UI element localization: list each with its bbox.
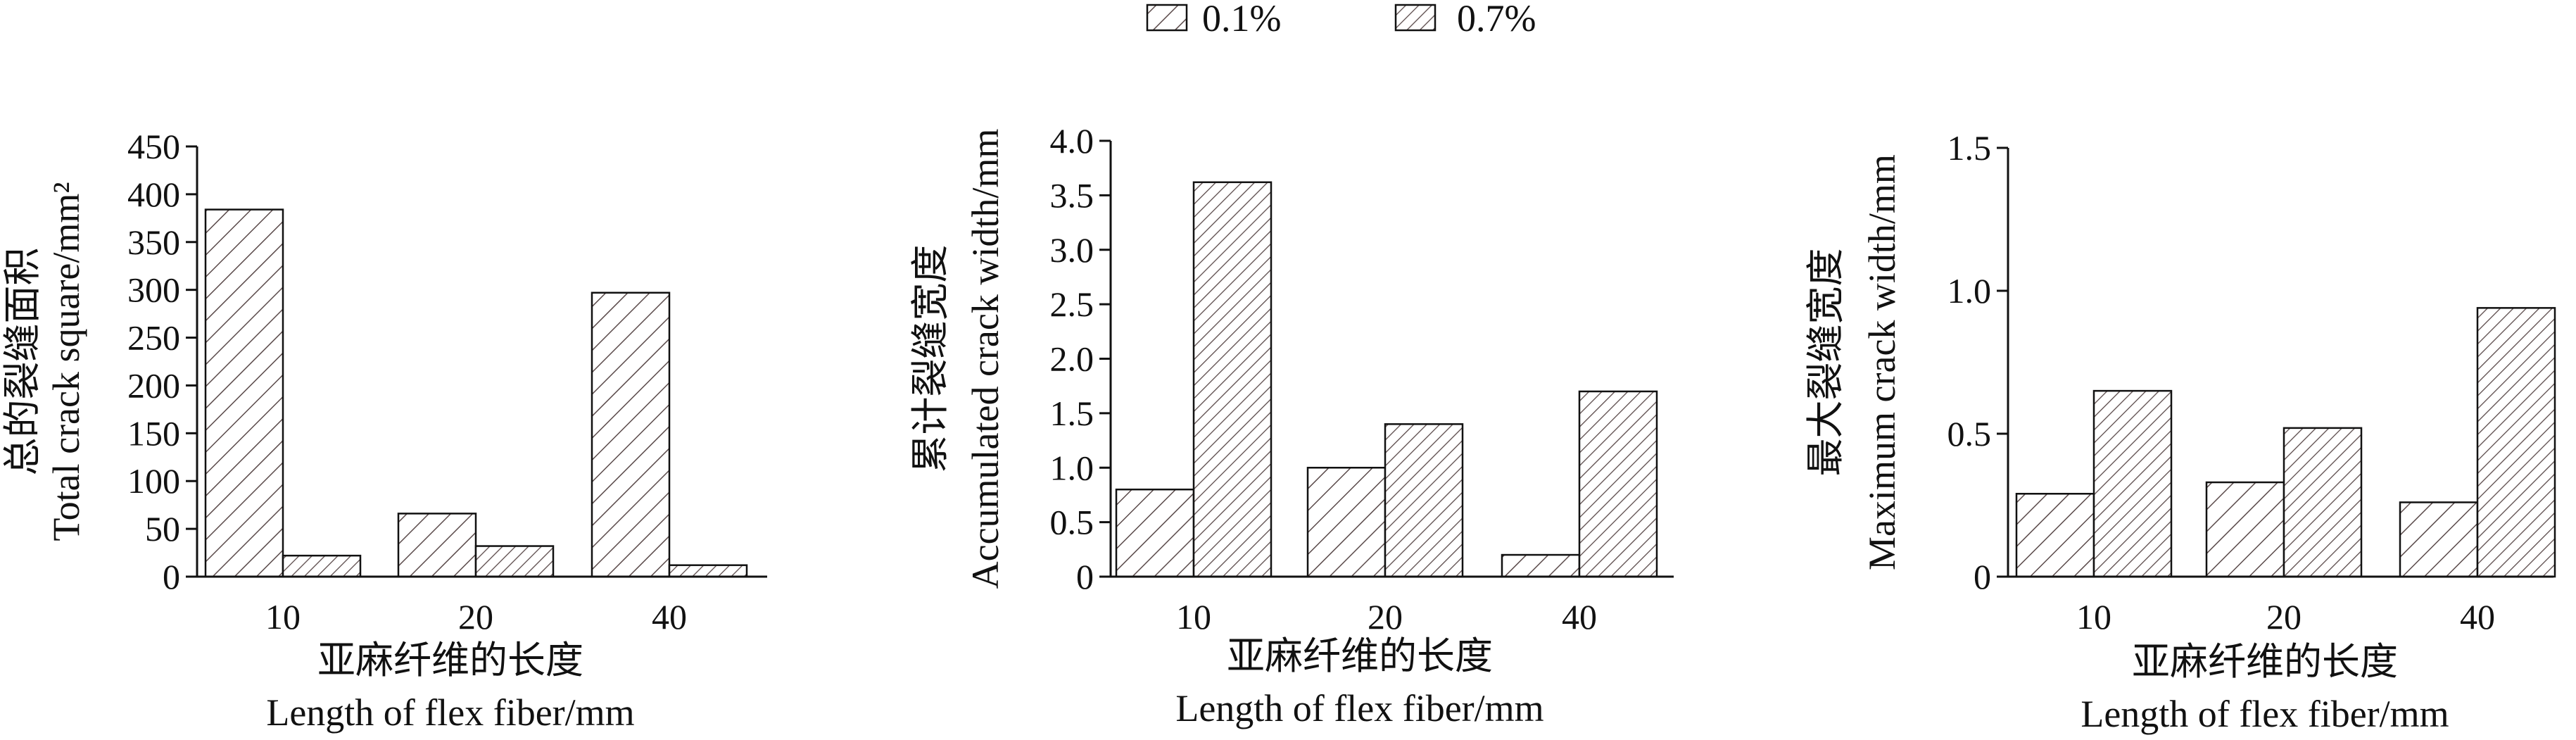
- x-axis-label-en: Length of flex fiber/mm: [1175, 687, 1543, 729]
- y-tick-label: 1.5: [1050, 394, 1094, 433]
- x-axis-label-cn: 亚麻纤维的长度: [2132, 641, 2398, 683]
- y-tick-label: 200: [127, 365, 180, 405]
- y-axis-label-cn: 总的裂缝面积: [1, 248, 44, 476]
- bar-01-20: [2205, 481, 2285, 578]
- y-tick-label: 3.0: [1050, 230, 1094, 270]
- y-tick-label: 2.5: [1050, 284, 1094, 324]
- y-axis-label-en: Accumulated crack width/mm: [964, 129, 1006, 589]
- legend: 0.1% 0.7%: [1146, 0, 1536, 39]
- y-tick-label: 50: [145, 509, 180, 548]
- y-axis-label-en: Total crack square/mm²: [45, 182, 87, 541]
- bar-07-40: [668, 564, 748, 578]
- bar-01-40: [1501, 553, 1581, 578]
- chart-panel-2: 0 0.5 1.0 1.5 2.0 2.5 3.0 3.5 4.0 10 20 40 亚麻纤维的长度 Le…: [909, 121, 1674, 729]
- y-tick-label: 2.0: [1050, 339, 1094, 379]
- bar-07-40: [1578, 390, 1658, 578]
- bar-01-40: [2399, 501, 2479, 578]
- bar-07-10: [282, 554, 362, 578]
- y-tick-label: 0: [1974, 557, 1991, 596]
- y-axis-label-cn: 最大裂缝宽度: [1805, 249, 1847, 477]
- x-tick-label: 40: [652, 597, 687, 636]
- bar-01-20: [1306, 467, 1387, 578]
- x-axis-label-cn: 亚麻纤维的长度: [1227, 635, 1493, 677]
- y-tick-label: 350: [127, 222, 180, 262]
- x-axis-label-en: Length of flex fiber/mm: [266, 691, 634, 734]
- bar-07-10: [2092, 389, 2173, 578]
- bar-07-20: [1384, 423, 1464, 578]
- y-tick-label: 300: [127, 270, 180, 310]
- bar-07-10: [1192, 181, 1273, 578]
- x-axis-label-cn: 亚麻纤维的长度: [317, 639, 583, 682]
- legend-label-0-7: 0.7%: [1457, 0, 1536, 39]
- chart-panel-3: 0 0.5 1.0 1.5 10 20 40 亚麻纤维的长度 Length of flex fi…: [1805, 128, 2556, 735]
- x-tick-label: 10: [2076, 597, 2111, 636]
- x-axis-label-en: Length of flex fiber/mm: [2081, 693, 2449, 735]
- y-tick-label: 0.5: [1050, 503, 1094, 542]
- bar-01-10: [204, 208, 284, 578]
- x-tick-label: 10: [265, 597, 301, 636]
- y-axis-label-en: Maximum crack width/mm: [1861, 154, 1903, 570]
- y-tick-label: 1.0: [1050, 448, 1094, 487]
- y-tick-label: 150: [127, 413, 180, 453]
- y-tick-label: 100: [127, 461, 180, 501]
- x-tick-label: 20: [2266, 597, 2302, 636]
- x-tick-label: 20: [1368, 597, 1403, 636]
- bar-01-40: [591, 291, 671, 578]
- y-tick-label: 3.5: [1050, 175, 1094, 215]
- x-tick-label: 40: [2460, 597, 2495, 636]
- x-tick-label: 10: [1176, 597, 1211, 636]
- bar-01-20: [397, 513, 477, 578]
- y-tick-label: 0: [163, 557, 180, 596]
- bar-01-10: [2015, 493, 2095, 578]
- y-tick-label: 0: [1076, 557, 1094, 596]
- chart-panel-1: 0 50 100 150 200 250 300 350 400 450 10 20 40 亚麻纤维的长度…: [1, 127, 767, 734]
- x-tick-label: 20: [458, 597, 493, 636]
- bar-07-20: [2283, 427, 2363, 578]
- bar-01-10: [1115, 488, 1195, 578]
- bar-07-40: [2476, 307, 2556, 578]
- legend-label-0-1: 0.1%: [1202, 0, 1281, 39]
- y-tick-label: 250: [127, 318, 180, 358]
- legend-swatch-0-1: [1146, 4, 1188, 32]
- y-tick-label: 1.5: [1947, 128, 1992, 168]
- x-tick-label: 40: [1562, 597, 1597, 636]
- y-tick-label: 450: [127, 127, 180, 166]
- y-tick-label: 0.5: [1947, 414, 1992, 453]
- legend-swatch-0-7: [1394, 4, 1437, 32]
- bar-07-20: [474, 545, 555, 578]
- y-tick-label: 4.0: [1050, 121, 1094, 161]
- y-axis-label-cn: 累计裂缝宽度: [909, 245, 952, 473]
- y-tick-label: 400: [127, 175, 180, 214]
- y-tick-label: 1.0: [1947, 271, 1992, 311]
